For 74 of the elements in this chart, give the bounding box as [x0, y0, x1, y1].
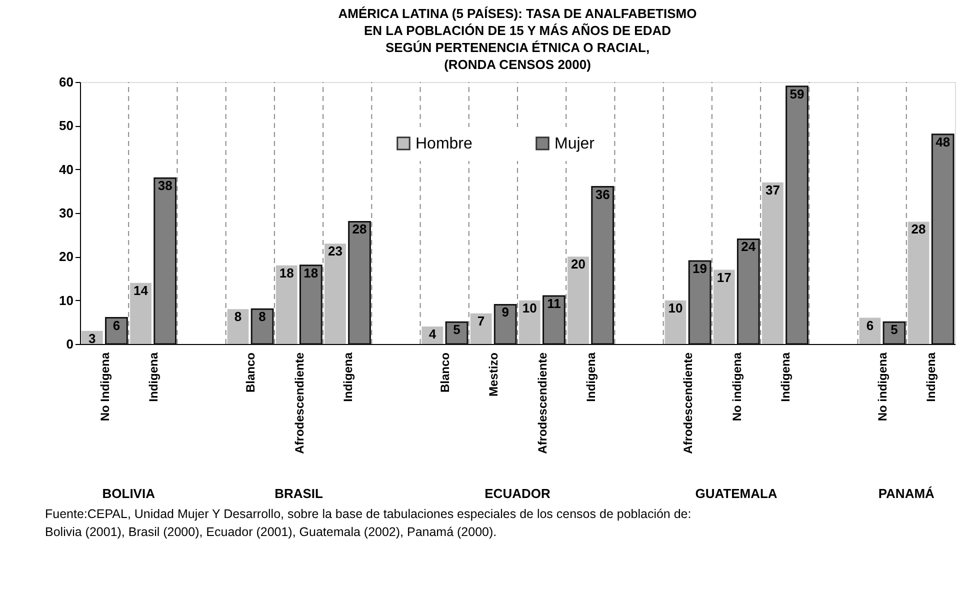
- data-label: 7: [477, 313, 485, 328]
- x-tick-label: Mestizo: [486, 352, 501, 397]
- data-label: 4: [428, 326, 437, 342]
- x-tick-label: Indigena: [340, 352, 355, 402]
- x-tick-label: Afrodescendiente: [681, 352, 696, 454]
- data-label: 59: [790, 86, 804, 102]
- data-label: 18: [304, 265, 318, 280]
- data-label: 8: [258, 309, 266, 324]
- data-label: 17: [716, 270, 732, 285]
- data-label: 28: [911, 222, 926, 237]
- y-tick-label: 60: [59, 74, 74, 90]
- y-tick-label: 0: [66, 336, 74, 352]
- data-label: 3: [88, 330, 96, 346]
- data-label: 10: [668, 300, 683, 316]
- x-tick-label: Blanco: [438, 352, 452, 393]
- bar: [786, 86, 808, 345]
- x-tick-label: Indigena: [146, 352, 160, 402]
- data-label: 5: [890, 322, 898, 338]
- y-tick-label: 50: [59, 118, 74, 134]
- x-tick-label: No indigena: [876, 352, 890, 422]
- data-label: 28: [352, 222, 367, 237]
- data-label: 38: [158, 178, 172, 194]
- x-tick-label: Indigena: [778, 352, 792, 402]
- text: PANAMÁ: [878, 486, 936, 501]
- source-note: Fuente:CEPAL, Unidad Mujer Y Desarrollo, sobre la base de tabulaciones especiales de los censos de población de:: [45, 507, 692, 521]
- x-tick-label: Blanco: [244, 352, 258, 393]
- x-tick-label: Afrodescendiente: [535, 352, 550, 454]
- legend-label: Mujer: [554, 135, 596, 152]
- text: GUATEMALA: [695, 486, 778, 501]
- x-tick-label: No Indigena: [98, 352, 112, 422]
- x-tick-label: Indigena: [584, 352, 598, 402]
- x-tick-label: Afrodescendiente: [292, 352, 306, 454]
- y-tick-label: 10: [59, 292, 74, 308]
- data-label: 20: [571, 256, 586, 272]
- data-label: 8: [234, 309, 242, 324]
- y-tick-label: 40: [59, 162, 74, 177]
- bar: [518, 300, 540, 344]
- data-label: 6: [112, 318, 120, 333]
- y-tick-label: 20: [59, 249, 74, 264]
- text: ECUADOR: [484, 486, 551, 501]
- data-label: 5: [453, 322, 460, 338]
- legend-label: Hombre: [416, 135, 473, 152]
- data-label: 10: [522, 300, 537, 316]
- x-tick-label: No indigena: [730, 352, 744, 422]
- data-label: 36: [595, 186, 610, 202]
- bar: [713, 270, 735, 344]
- data-label: 14: [134, 282, 149, 298]
- bar: [762, 182, 784, 344]
- chart-title: AMÉRICA LATINA (5 PAÍSES): TASA DE ANALFABETISMO EN LA POBLACIÓN DE 15 Y MÁS AÑOS DE EDAD SEGÚN PERTENENCIA ÉTNICA O RACIAL, (RONDA CENSOS 2000): [338, 6, 697, 72]
- data-label: 9: [502, 304, 509, 320]
- bar: [908, 222, 930, 344]
- data-label: 19: [692, 261, 708, 276]
- data-label: 23: [328, 244, 342, 259]
- bar: [422, 326, 444, 344]
- bar: [568, 256, 589, 344]
- bar: [931, 134, 954, 345]
- bar: [130, 282, 152, 344]
- bar: [227, 309, 249, 344]
- data-label: 6: [866, 318, 874, 333]
- data-label: 24: [741, 239, 756, 254]
- text: BRASIL: [274, 486, 323, 501]
- bar: [470, 313, 492, 344]
- bar: [664, 300, 686, 344]
- data-label: 48: [936, 134, 950, 150]
- x-tick-label: Indigena: [924, 352, 938, 402]
- data-label: 11: [547, 296, 561, 311]
- y-tick-label: 30: [59, 206, 74, 220]
- bar: [324, 244, 346, 344]
- text: Bolivia (2001), Brasil (2000), Ecuador (2001), Guatemala (2002), Panamá (2000).: [45, 525, 497, 539]
- text: BOLIVIA: [102, 486, 156, 501]
- bar: [276, 265, 298, 344]
- data-label: 37: [765, 182, 780, 198]
- bar: [859, 318, 881, 344]
- data-label: 18: [279, 265, 294, 280]
